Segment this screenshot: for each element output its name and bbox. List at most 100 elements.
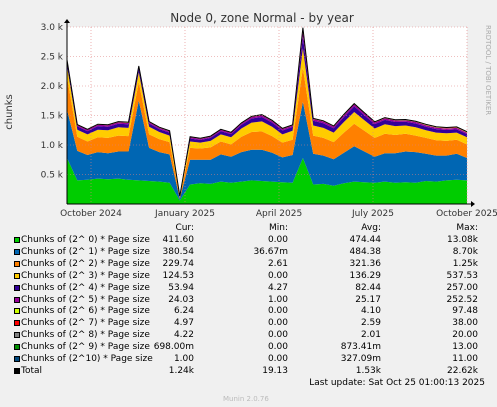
legend-min-value: 0.00	[267, 330, 288, 341]
x-tick-label: October 2025	[436, 209, 497, 219]
legend-swatch	[14, 272, 20, 279]
y-tick-label: 1.5 k	[41, 112, 64, 122]
legend-cur-value: 53.94	[168, 282, 194, 293]
y-tick-label: 1.0 k	[41, 141, 64, 151]
legend-avg-value: 873.41m	[340, 342, 381, 353]
legend-avg-value: 484.38	[349, 246, 382, 257]
legend-cur-value: 229.74	[162, 258, 195, 269]
y-tick-label: 2.0 k	[41, 82, 64, 92]
legend-swatch	[14, 308, 20, 315]
legend-avg-value: 136.29	[349, 270, 382, 281]
legend-min-value: 0.00	[267, 354, 288, 364]
legend-max-value: 13.08k	[447, 235, 478, 245]
legend-swatch	[14, 248, 20, 255]
legend-swatch	[14, 284, 20, 291]
legend-swatch	[14, 320, 20, 327]
legend-min-value: 2.61	[267, 258, 288, 269]
legend-swatch	[14, 356, 20, 362]
legend-cur-value: 1.24k	[168, 365, 194, 376]
legend-max-value: 22.62k	[447, 365, 478, 376]
legend-cur-value: 124.53	[162, 270, 195, 281]
legend-swatch	[14, 344, 20, 351]
legend-min-value: 36.67m	[253, 246, 288, 257]
legend-avg-value: 82.44	[355, 282, 381, 293]
header-max: Max:	[456, 223, 478, 233]
legend-max-value: 1.25k	[452, 258, 478, 269]
legend-label: Chunks of (2^ 8) * Page size	[21, 330, 150, 341]
last-update: Last update: Sat Oct 25 01:00:13 2025	[309, 378, 485, 388]
y-axis-label: chunks	[4, 94, 15, 130]
legend-avg-value: 321.36	[349, 258, 382, 269]
legend-swatch	[14, 332, 20, 339]
total-line	[66, 27, 468, 197]
chart-title: Node 0, zone Normal - by year	[170, 11, 354, 25]
legend-avg-value: 4.10	[360, 306, 381, 317]
legend-label: Chunks of (2^ 3) * Page size	[21, 270, 150, 281]
x-tick-label: October 2024	[60, 209, 122, 219]
legend-avg-value: 1.53k	[355, 365, 381, 376]
legend-cur-value: 698.00m	[153, 342, 194, 353]
legend-min-value: 1.00	[267, 294, 288, 305]
legend-label: Chunks of (2^ 2) * Page size	[21, 258, 150, 269]
legend-min-value: 0.00	[267, 318, 288, 329]
series-area-0	[67, 158, 467, 204]
legend-label: Total	[21, 365, 43, 376]
y-axis-arrow	[64, 19, 70, 23]
legend-max-value: 257.00	[446, 282, 479, 293]
legend-label: Chunks of (2^ 4) * Page size	[21, 282, 150, 293]
legend-swatch	[14, 367, 20, 374]
legend-avg-value: 2.59	[360, 318, 381, 329]
legend-min-value: 0.00	[267, 270, 288, 281]
legend-min-value: 4.27	[267, 282, 288, 293]
legend-max-value: 11.00	[452, 354, 478, 364]
series-area-3	[67, 48, 467, 198]
header-cur: Cur:	[175, 223, 194, 233]
legend-label: Chunks of (2^ 0) * Page size	[21, 235, 150, 245]
legend-label: Chunks of (2^ 1) * Page size	[21, 246, 150, 257]
y-tick-label: 3.0 k	[41, 23, 64, 33]
legend-min-value: 19.13	[262, 365, 288, 376]
series-area-1	[67, 100, 467, 201]
legend-cur-value: 4.22	[173, 330, 194, 341]
legend-avg-value: 327.09m	[340, 354, 381, 364]
legend-swatch	[14, 237, 20, 243]
legend-min-value: 0.00	[267, 306, 288, 317]
legend-max-value: 20.00	[452, 330, 478, 341]
legend-max-value: 97.48	[452, 306, 478, 317]
plot-area: 0.5 k 1.0 k 1.5 k 2.0 k 2.5 k 3.0 k October 20…	[41, 19, 497, 219]
x-axis-arrow	[471, 201, 475, 207]
legend-swatch	[14, 260, 20, 267]
legend-max-value: 8.70k	[452, 246, 478, 257]
legend-label: Chunks of (2^ 7) * Page size	[21, 318, 150, 329]
legend-label: Chunks of (2^10) * Page size	[21, 354, 153, 364]
legend-cur-value: 24.03	[168, 294, 194, 305]
legend-max-value: 13.00	[452, 342, 478, 353]
header-avg: Avg:	[361, 223, 381, 233]
legend-swatch	[14, 296, 20, 303]
y-tick-label: 0.5 k	[41, 171, 64, 181]
legend-label: Chunks of (2^ 5) * Page size	[21, 294, 150, 305]
legend-cur-value: 380.54	[162, 246, 195, 257]
rrdtool-credit: RRDTOOL / TOBI OETIKER	[484, 25, 492, 115]
legend-label: Chunks of (2^ 9) * Page size	[21, 342, 150, 353]
legend-avg-value: 2.01	[360, 330, 381, 341]
x-tick-label: April 2025	[256, 209, 302, 219]
legend-max-value: 38.00	[452, 318, 478, 329]
generator: Munin 2.0.76	[223, 395, 269, 403]
y-tick-label: 2.5 k	[41, 53, 64, 63]
legend-cur-value: 6.24	[173, 306, 194, 317]
x-tick-label: January 2025	[154, 209, 215, 219]
legend-max-value: 537.53	[446, 270, 479, 281]
legend-min-value: 0.00	[267, 342, 288, 353]
header-min: Min:	[268, 223, 288, 233]
legend-min-value: 0.00	[267, 235, 288, 245]
x-tick-label: July 2025	[351, 209, 394, 219]
legend-cur-value: 4.97	[173, 318, 194, 329]
legend-avg-value: 25.17	[355, 294, 381, 305]
legend-label: Chunks of (2^ 6) * Page size	[21, 306, 150, 317]
legend-cur-value: 1.00	[173, 354, 194, 364]
legend-avg-value: 474.44	[349, 235, 382, 245]
legend-max-value: 252.52	[446, 294, 479, 305]
